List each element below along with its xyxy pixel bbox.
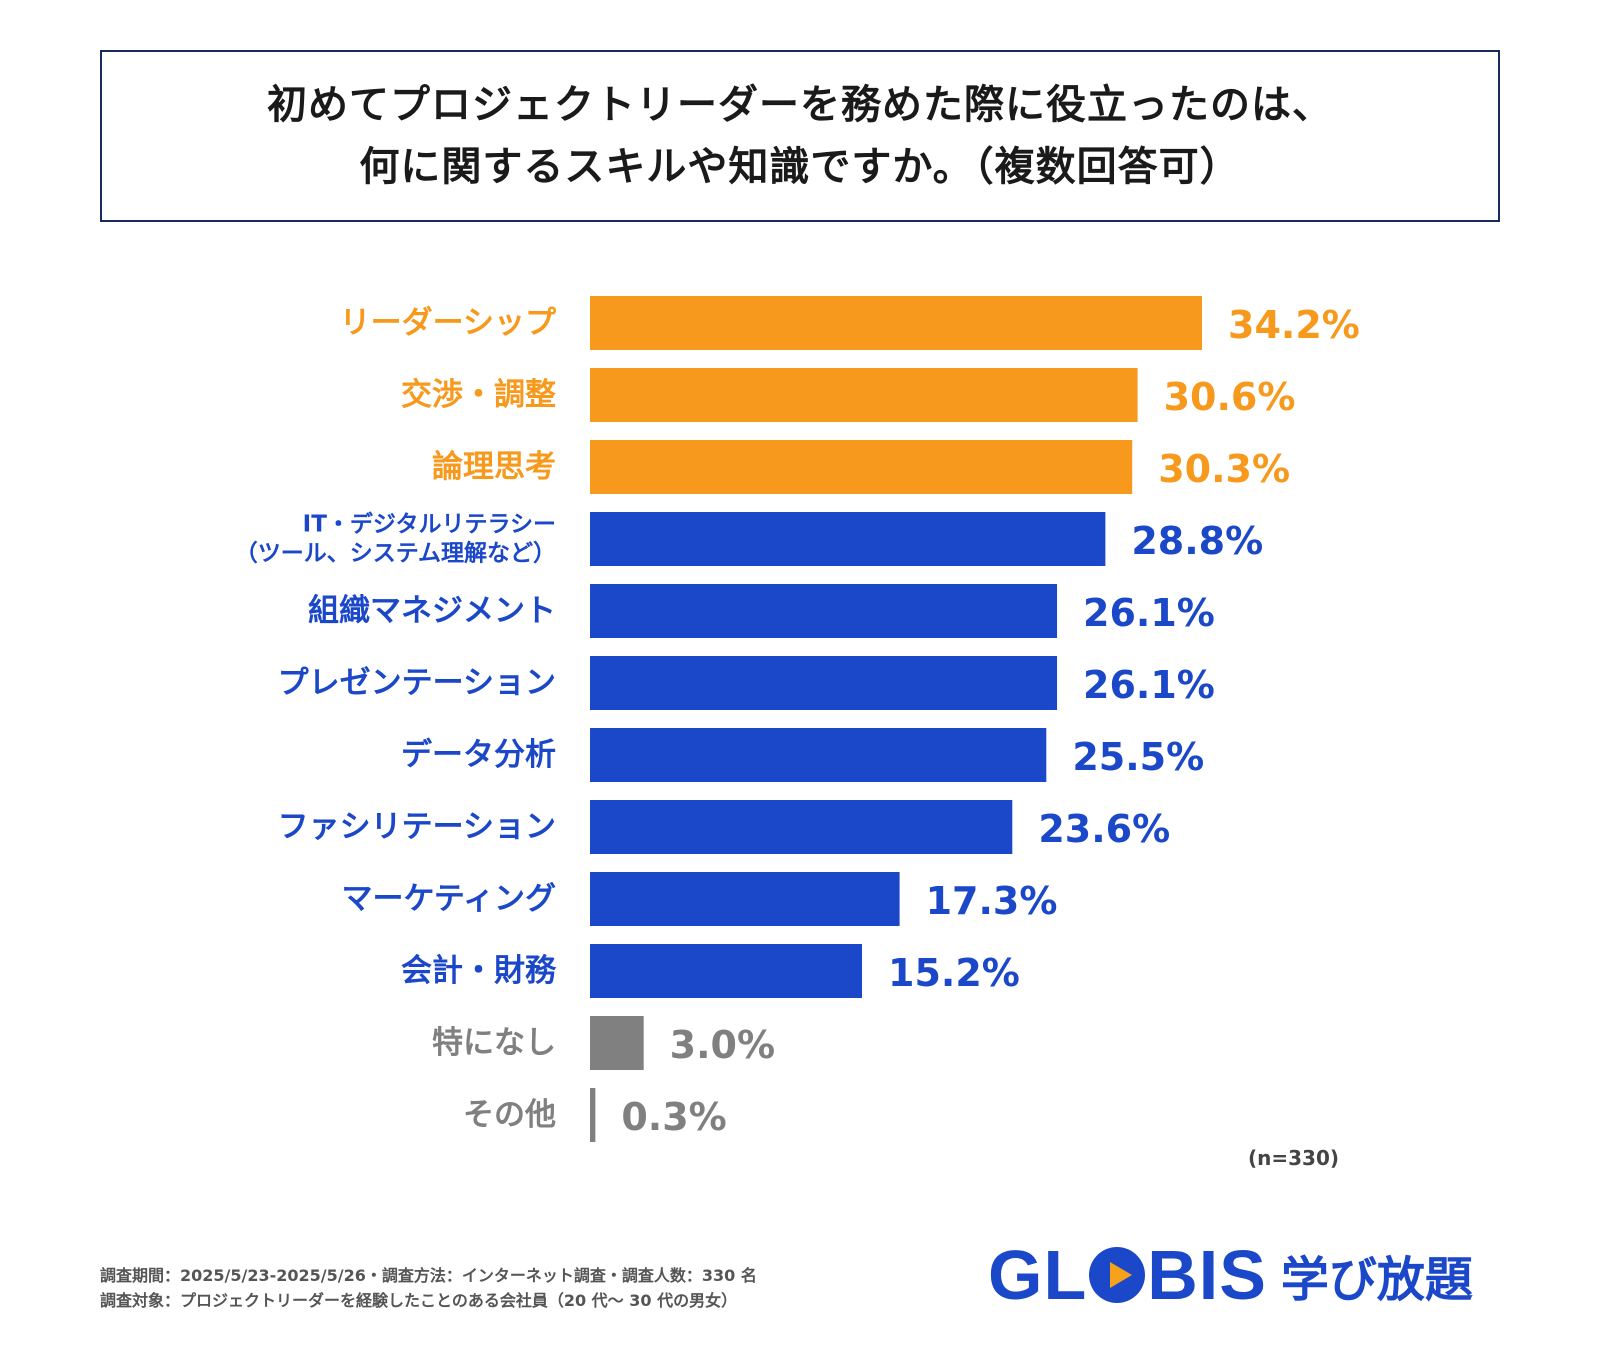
bar-4	[590, 584, 1058, 638]
category-label-1: 交渉・調整	[401, 377, 556, 413]
bar-10	[590, 1016, 644, 1070]
category-label-9: 会計・財務	[401, 953, 557, 989]
category-label-2: 論理思考	[432, 449, 556, 485]
category-label-8: マーケティング	[341, 881, 556, 917]
bar-9	[590, 944, 862, 998]
value-label-8: 17.3%	[926, 879, 1058, 923]
value-label-10: 3.0%	[670, 1023, 775, 1067]
bar-11	[590, 1088, 596, 1142]
survey-period-note: 調査期間：2025/5/23-2025/5/26・調査方法：インターネット調査・…	[100, 1266, 757, 1285]
category-label-11: その他	[463, 1097, 556, 1133]
survey-target-note: 調査対象：プロジェクトリーダーを経験したことのある会社員（20 代〜 30 代の…	[100, 1291, 738, 1310]
service-name: 学び放題	[1280, 1252, 1473, 1308]
category-label-4: 組織マネジメント	[308, 593, 556, 629]
chart-title-line-1: 初めてプロジェクトリーダーを務めた際に役立ったのは、	[267, 82, 1333, 128]
bar-8	[590, 872, 900, 926]
play-circle-icon	[1089, 1247, 1146, 1303]
wordmark-prefix: GL	[988, 1236, 1088, 1314]
globis-logo: GL BIS 学び放題	[988, 1238, 1473, 1312]
chart-title-line-2: 何に関するスキルや知識ですか。（複数回答可）	[359, 144, 1241, 190]
category-label-3-line-1: （ツール、システム理解など）	[235, 540, 556, 567]
bar-0	[590, 296, 1202, 350]
bar-chart: リーダーシップ 34.2% 交渉・調整 30.6% 論理思考 30.3% IT・デジタルリテ…	[235, 296, 1360, 1142]
bar-5	[590, 656, 1058, 710]
value-label-7: 23.6%	[1038, 807, 1170, 851]
bar-2	[590, 440, 1133, 494]
bar-7	[590, 800, 1013, 854]
wordmark-suffix: BIS	[1147, 1236, 1267, 1314]
category-label-10: 特になし	[432, 1025, 556, 1061]
value-label-11: 0.3%	[621, 1095, 726, 1139]
value-label-4: 26.1%	[1083, 591, 1215, 635]
value-label-6: 25.5%	[1072, 735, 1204, 779]
value-label-1: 30.6%	[1164, 375, 1296, 419]
bar-3	[590, 512, 1106, 566]
category-label-5: プレゼンテーション	[278, 665, 556, 701]
bar-6	[590, 728, 1047, 782]
category-label-6: データ分析	[401, 737, 556, 773]
value-label-3: 28.8%	[1131, 519, 1263, 563]
title-box: 初めてプロジェクトリーダーを務めた際に役立ったのは、 何に関するスキルや知識です…	[100, 50, 1500, 222]
value-label-0: 34.2%	[1228, 303, 1360, 347]
value-label-5: 26.1%	[1083, 663, 1215, 707]
globis-wordmark: GL BIS	[988, 1240, 1267, 1310]
bar-1	[590, 368, 1138, 422]
value-label-2: 30.3%	[1158, 447, 1290, 491]
sample-size-note: (n=330)	[1248, 1146, 1340, 1170]
category-label-0: リーダーシップ	[340, 305, 557, 341]
value-label-9: 15.2%	[888, 951, 1020, 995]
category-label-3-line-0: IT・デジタルリテラシー	[303, 511, 556, 538]
category-label-7: ファシリテーション	[278, 809, 556, 845]
